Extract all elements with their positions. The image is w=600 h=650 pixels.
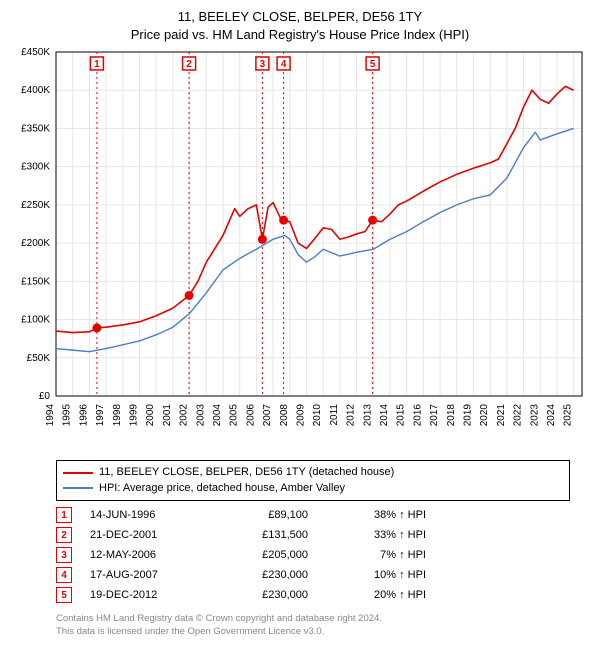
svg-text:2002: 2002 — [179, 404, 190, 427]
svg-text:£400K: £400K — [21, 86, 50, 97]
svg-text:1996: 1996 — [78, 404, 89, 427]
svg-text:2013: 2013 — [362, 404, 373, 427]
sale-table: 1 14-JUN-1996 £89,100 38% ↑ HPI 2 21-DEC-2001… — [56, 505, 570, 605]
chart-title-block: 11, BEELEY CLOSE, BELPER, DE56 1TY Price… — [0, 0, 600, 44]
svg-text:2016: 2016 — [412, 404, 423, 427]
sale-delta: 10% ↑ HPI — [326, 569, 426, 581]
sale-delta: 38% ↑ HPI — [326, 509, 426, 521]
svg-text:1995: 1995 — [62, 404, 73, 427]
footer-line-1: Contains HM Land Registry data © Crown c… — [56, 613, 570, 626]
sale-price: £131,500 — [218, 529, 308, 541]
svg-text:2008: 2008 — [279, 404, 290, 427]
svg-text:2004: 2004 — [212, 404, 223, 427]
sale-date: 19-DEC-2012 — [90, 589, 200, 601]
svg-text:£200K: £200K — [21, 238, 50, 249]
svg-text:£300K: £300K — [21, 162, 50, 173]
legend-row-property: 11, BEELEY CLOSE, BELPER, DE56 1TY (deta… — [63, 465, 563, 480]
svg-text:2003: 2003 — [195, 404, 206, 427]
svg-text:£350K: £350K — [21, 124, 50, 135]
table-row: 5 19-DEC-2012 £230,000 20% ↑ HPI — [56, 585, 570, 605]
title-line-2: Price paid vs. HM Land Registry's House … — [0, 26, 600, 44]
sale-marker-box: 5 — [56, 587, 72, 603]
svg-text:1: 1 — [94, 59, 100, 70]
svg-text:2005: 2005 — [229, 404, 240, 427]
svg-text:2001: 2001 — [162, 404, 173, 427]
sale-price: £230,000 — [218, 569, 308, 581]
sale-delta: 20% ↑ HPI — [326, 589, 426, 601]
table-row: 2 21-DEC-2001 £131,500 33% ↑ HPI — [56, 525, 570, 545]
svg-text:2012: 2012 — [346, 404, 357, 427]
svg-text:£100K: £100K — [21, 315, 50, 326]
sale-price: £205,000 — [218, 549, 308, 561]
svg-text:2020: 2020 — [479, 404, 490, 427]
sale-date: 12-MAY-2006 — [90, 549, 200, 561]
svg-text:2015: 2015 — [396, 404, 407, 427]
svg-text:1998: 1998 — [112, 404, 123, 427]
svg-text:2019: 2019 — [462, 404, 473, 427]
svg-text:1999: 1999 — [128, 404, 139, 427]
legend: 11, BEELEY CLOSE, BELPER, DE56 1TY (deta… — [56, 460, 570, 501]
sale-price: £230,000 — [218, 589, 308, 601]
svg-text:2: 2 — [186, 59, 192, 70]
svg-text:2009: 2009 — [295, 404, 306, 427]
sale-marker-box: 3 — [56, 547, 72, 563]
svg-text:2014: 2014 — [379, 404, 390, 427]
attribution-footer: Contains HM Land Registry data © Crown c… — [56, 613, 570, 639]
svg-text:2010: 2010 — [312, 404, 323, 427]
svg-text:£150K: £150K — [21, 277, 50, 288]
sale-delta: 33% ↑ HPI — [326, 529, 426, 541]
svg-text:4: 4 — [281, 59, 287, 70]
price-chart: £0 £50K £100K £150K £200K £250K £300K £350K £400… — [0, 44, 600, 454]
legend-row-hpi: HPI: Average price, detached house, Ambe… — [63, 481, 563, 496]
svg-text:1997: 1997 — [95, 404, 106, 427]
svg-text:2021: 2021 — [496, 404, 507, 427]
svg-text:2024: 2024 — [546, 404, 557, 427]
svg-text:2023: 2023 — [529, 404, 540, 427]
sale-marker-box: 1 — [56, 507, 72, 523]
svg-text:£450K: £450K — [21, 47, 50, 58]
legend-swatch-property — [63, 472, 93, 474]
svg-text:2000: 2000 — [145, 404, 156, 427]
chart-svg: £0 £50K £100K £150K £200K £250K £300K £350K £400… — [0, 44, 600, 454]
svg-text:5: 5 — [370, 59, 376, 70]
sale-delta: 7% ↑ HPI — [326, 549, 426, 561]
svg-text:£50K: £50K — [27, 353, 51, 364]
sale-marker-box: 2 — [56, 527, 72, 543]
legend-label-property: 11, BEELEY CLOSE, BELPER, DE56 1TY (deta… — [99, 465, 394, 480]
title-line-1: 11, BEELEY CLOSE, BELPER, DE56 1TY — [0, 8, 600, 26]
svg-text:£0: £0 — [39, 391, 51, 402]
svg-text:2007: 2007 — [262, 404, 273, 427]
table-row: 3 12-MAY-2006 £205,000 7% ↑ HPI — [56, 545, 570, 565]
sale-date: 14-JUN-1996 — [90, 509, 200, 521]
footer-line-2: This data is licensed under the Open Gov… — [56, 626, 570, 639]
svg-text:2018: 2018 — [446, 404, 457, 427]
svg-text:3: 3 — [260, 59, 266, 70]
svg-text:2006: 2006 — [245, 404, 256, 427]
legend-label-hpi: HPI: Average price, detached house, Ambe… — [99, 481, 345, 496]
svg-text:1994: 1994 — [45, 404, 56, 427]
table-row: 1 14-JUN-1996 £89,100 38% ↑ HPI — [56, 505, 570, 525]
svg-text:2017: 2017 — [429, 404, 440, 427]
sale-price: £89,100 — [218, 509, 308, 521]
table-row: 4 17-AUG-2007 £230,000 10% ↑ HPI — [56, 565, 570, 585]
sale-marker-box: 4 — [56, 567, 72, 583]
svg-text:2022: 2022 — [513, 404, 524, 427]
legend-swatch-hpi — [63, 487, 93, 489]
sale-date: 21-DEC-2001 — [90, 529, 200, 541]
svg-text:£250K: £250K — [21, 200, 50, 211]
sale-date: 17-AUG-2007 — [90, 569, 200, 581]
svg-text:2025: 2025 — [563, 404, 574, 427]
svg-text:2011: 2011 — [329, 404, 340, 426]
